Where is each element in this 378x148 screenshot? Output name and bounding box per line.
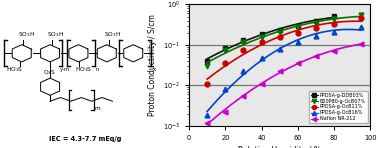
Text: HO$_3$S: HO$_3$S <box>74 65 92 74</box>
Text: x: x <box>153 67 156 73</box>
Legend: PPDSA-g-DDB03%, B20P80-g-OcB07%, PPDSA-g-OcB11%, PPDSA-g-OcB16%, Nafion NR-212: PPDSA-g-DDB03%, B20P80-g-OcB07%, PPDSA-g… <box>309 91 368 123</box>
X-axis label: Relative Humidity / %: Relative Humidity / % <box>238 146 321 148</box>
Text: SO$_3$H: SO$_3$H <box>47 30 64 39</box>
Text: SO$_3$H: SO$_3$H <box>104 30 121 39</box>
Text: IEC = 4.3-7.7 mEq/g: IEC = 4.3-7.7 mEq/g <box>49 136 121 142</box>
Text: n: n <box>96 67 99 73</box>
Text: y-m: y-m <box>60 67 70 73</box>
Text: O$_3$S: O$_3$S <box>43 68 56 77</box>
Text: m: m <box>94 106 100 111</box>
Y-axis label: Proton Conductivity / S/cm: Proton Conductivity / S/cm <box>149 14 158 116</box>
Text: SO$_3$H: SO$_3$H <box>18 30 35 39</box>
Text: HO$_3$S: HO$_3$S <box>6 65 23 74</box>
